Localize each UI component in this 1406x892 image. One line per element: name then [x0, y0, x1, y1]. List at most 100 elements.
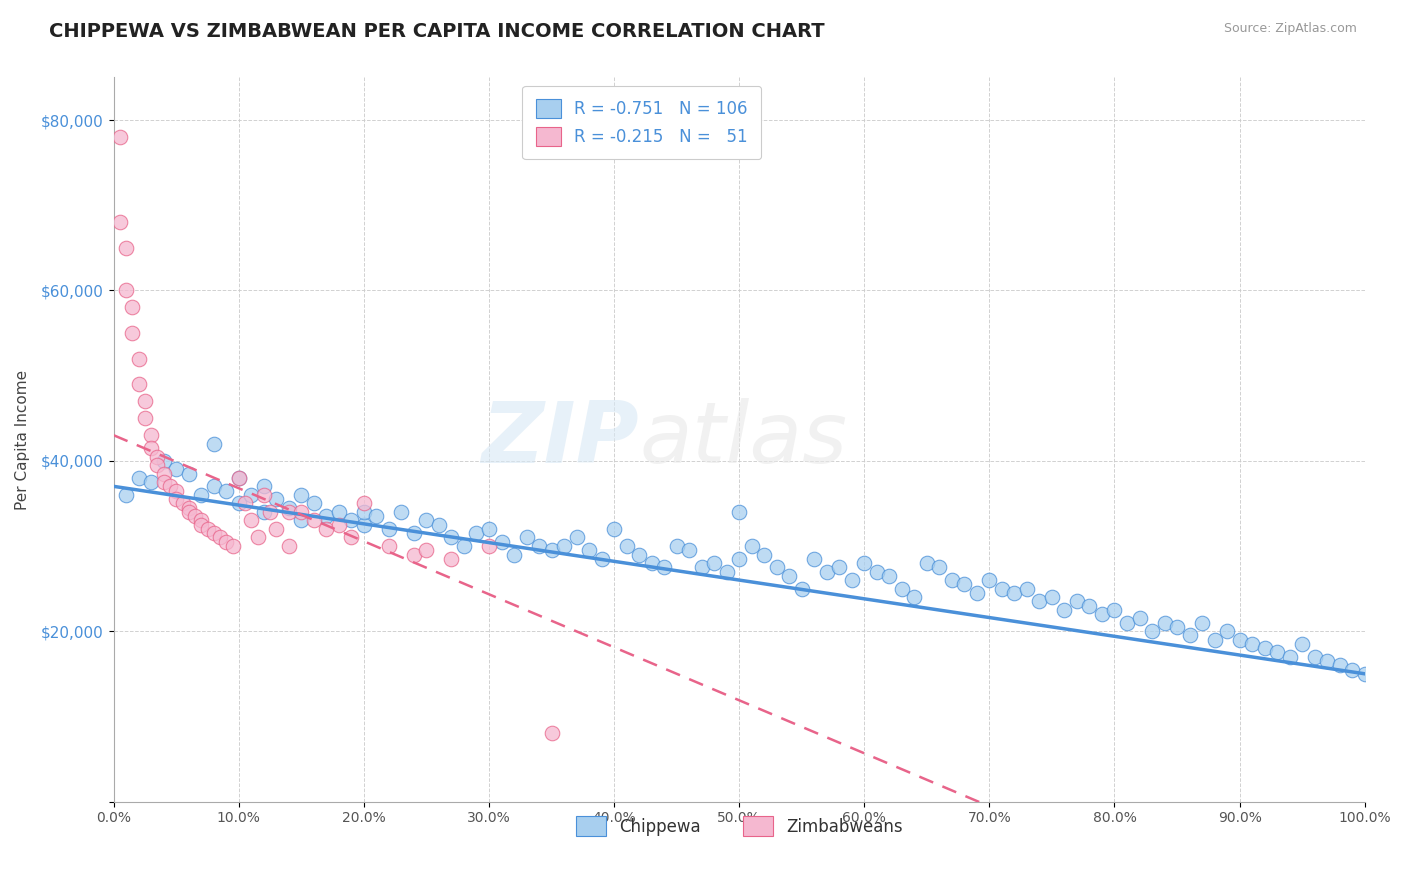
Point: [678, 543, 700, 558]
Point: [1191, 615, 1213, 630]
Point: [228, 496, 250, 510]
Point: [353, 496, 375, 510]
Point: [165, 483, 187, 498]
Point: [1166, 620, 1188, 634]
Point: [765, 560, 787, 574]
Point: [527, 539, 550, 553]
Point: [340, 531, 363, 545]
Point: [202, 479, 225, 493]
Point: [402, 548, 425, 562]
Point: [402, 526, 425, 541]
Point: [141, 428, 163, 442]
Point: [128, 377, 150, 392]
Point: [966, 586, 988, 600]
Point: [928, 560, 950, 574]
Point: [1078, 599, 1101, 613]
Point: [378, 522, 401, 536]
Point: [366, 509, 388, 524]
Point: [828, 560, 851, 574]
Point: [790, 582, 813, 596]
Point: [591, 551, 613, 566]
Y-axis label: Per Capita Income: Per Capita Income: [15, 369, 30, 509]
Point: [266, 522, 288, 536]
Point: [253, 479, 276, 493]
Point: [515, 531, 537, 545]
Point: [540, 726, 562, 740]
Point: [152, 467, 174, 481]
Point: [165, 462, 187, 476]
Point: [603, 522, 626, 536]
Point: [202, 526, 225, 541]
Point: [240, 513, 263, 527]
Point: [1053, 603, 1076, 617]
Point: [277, 505, 299, 519]
Point: [128, 351, 150, 366]
Point: [159, 479, 181, 493]
Point: [640, 556, 662, 570]
Point: [1002, 586, 1025, 600]
Point: [177, 467, 200, 481]
Point: [266, 492, 288, 507]
Point: [903, 590, 925, 604]
Point: [259, 505, 281, 519]
Point: [121, 326, 143, 340]
Point: [1091, 607, 1114, 622]
Point: [115, 241, 138, 255]
Point: [1329, 658, 1351, 673]
Point: [741, 539, 763, 553]
Point: [690, 560, 713, 574]
Point: [190, 513, 212, 527]
Point: [253, 488, 276, 502]
Point: [228, 471, 250, 485]
Point: [328, 517, 350, 532]
Point: [953, 577, 976, 591]
Point: [1028, 594, 1050, 608]
Point: [478, 539, 501, 553]
Point: [1316, 654, 1339, 668]
Point: [716, 565, 738, 579]
Point: [1354, 666, 1376, 681]
Point: [115, 488, 138, 502]
Legend: Chippewa, Zimbabweans: Chippewa, Zimbabweans: [568, 808, 911, 844]
Point: [665, 539, 688, 553]
Point: [108, 130, 131, 145]
Point: [177, 500, 200, 515]
Point: [184, 509, 207, 524]
Point: [1216, 624, 1239, 639]
Point: [728, 505, 751, 519]
Point: [628, 548, 651, 562]
Point: [578, 543, 600, 558]
Point: [991, 582, 1014, 596]
Point: [290, 488, 312, 502]
Point: [141, 475, 163, 489]
Point: [565, 531, 588, 545]
Point: [1303, 649, 1326, 664]
Point: [146, 458, 169, 472]
Point: [353, 517, 375, 532]
Point: [1229, 632, 1251, 647]
Point: [853, 556, 876, 570]
Point: [108, 215, 131, 229]
Point: [353, 505, 375, 519]
Point: [915, 556, 938, 570]
Point: [1104, 603, 1126, 617]
Point: [141, 441, 163, 455]
Point: [190, 488, 212, 502]
Point: [803, 551, 825, 566]
Point: [1066, 594, 1088, 608]
Point: [1153, 615, 1175, 630]
Text: atlas: atlas: [640, 398, 848, 481]
Text: ZIP: ZIP: [481, 398, 640, 481]
Point: [215, 534, 238, 549]
Point: [503, 548, 526, 562]
Point: [165, 492, 187, 507]
Point: [152, 475, 174, 489]
Point: [315, 522, 337, 536]
Point: [728, 551, 751, 566]
Point: [815, 565, 838, 579]
Point: [128, 471, 150, 485]
Point: [302, 513, 325, 527]
Point: [215, 483, 238, 498]
Point: [703, 556, 725, 570]
Point: [290, 513, 312, 527]
